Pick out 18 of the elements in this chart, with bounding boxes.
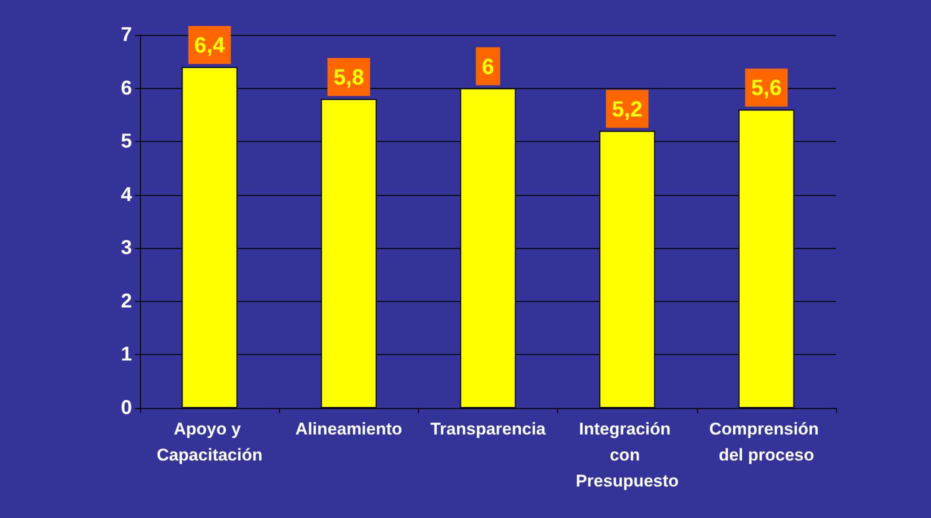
x-tick-label: Comprensión del proceso bbox=[709, 420, 824, 464]
x-tick-label: Integración con Presupuesto bbox=[576, 420, 679, 490]
y-tick-label: 7 bbox=[120, 24, 132, 46]
y-tick-label: 2 bbox=[120, 290, 132, 312]
x-tick-label: Alineamiento bbox=[295, 420, 402, 438]
y-tick-label: 4 bbox=[120, 184, 133, 206]
y-tick-label: 6 bbox=[120, 77, 132, 100]
x-tick-label: Transparencia bbox=[430, 420, 546, 438]
data-label: 5,8 bbox=[334, 64, 364, 90]
data-label: 5,6 bbox=[751, 75, 782, 100]
y-tick-label: 3 bbox=[120, 237, 132, 260]
x-tick-label: Apoyo y Capacitación bbox=[156, 420, 263, 464]
data-label: 5,2 bbox=[612, 96, 642, 122]
y-tick-label: 1 bbox=[120, 344, 132, 366]
data-label: 6,4 bbox=[194, 32, 226, 58]
y-tick-label: 0 bbox=[120, 397, 132, 419]
data-label: 6 bbox=[482, 54, 494, 79]
y-tick-label: 5 bbox=[120, 130, 132, 153]
